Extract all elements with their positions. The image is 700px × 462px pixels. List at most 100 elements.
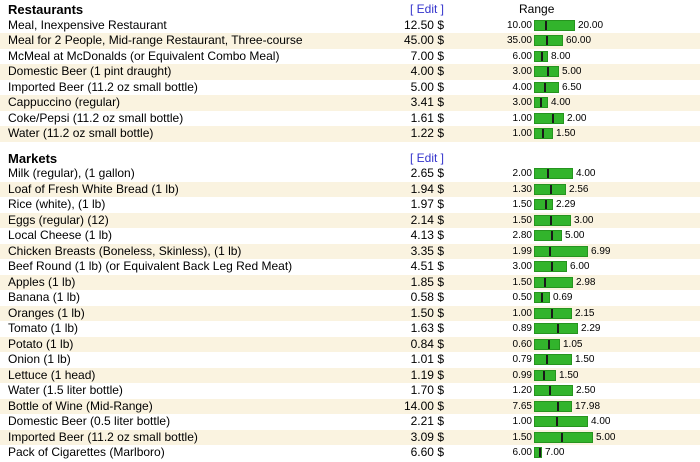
range-min-label: 1.00 [512,416,532,427]
table-row: Bottle of Wine (Mid-Range) 14.00 $ 7.65 17.… [0,398,700,414]
range-cell: 1.50 5.00 [444,430,700,446]
table-row: Coke/Pepsi (11.2 oz small bottle) 1.61 $1… [0,111,700,127]
section-restaurants: Restaurants [ Edit ] Range Meal, Inexpensiv… [0,2,700,142]
item-label: Cappuccino (regular) [8,95,121,109]
item-price: 6.60 $ [410,445,444,459]
range-max-label: 5.00 [596,431,616,443]
range-bar [534,416,588,428]
item-price: 1.85 $ [410,274,444,289]
range-min-label: 3.00 [512,66,532,77]
range-cell: 1.50 3.00 [444,213,700,229]
range-bar [534,354,572,366]
range-min-label: 1.50 [512,199,532,210]
range-cell: 4.00 6.50 [444,80,700,96]
range-bar [534,276,573,288]
range-bar [534,447,542,459]
range-bar [534,97,548,109]
range-bar [534,338,560,350]
item-price: 1.97 $ [410,197,444,211]
item-label: Bottle of Wine (Mid-Range) [8,398,153,413]
item-price: 3.09 $ [410,429,444,444]
item-price: 45.00 $ [403,33,444,47]
range-min-label: 0.50 [512,292,532,303]
range-bar [534,199,553,211]
range-column-header: Range [519,2,555,16]
item-price: 14.00 $ [403,398,444,413]
range-bar [534,369,556,381]
range-min-label: 3.00 [512,97,532,108]
range-min-label: 35.00 [506,35,532,46]
range-bar [534,183,566,195]
range-min-label: 1.30 [512,183,532,195]
table-row: Imported Beer (11.2 oz small bottle) 3.09… [0,429,700,446]
average-marker [544,82,546,92]
item-price: 0.84 $ [410,336,444,351]
average-marker [545,20,547,30]
item-price: 12.50 $ [403,17,444,32]
table-row: Rice (white), (1 lb) 1.97 $ 1.50 2.29 [0,197,700,213]
item-price: 1.19 $ [410,367,444,382]
range-bar [534,400,572,412]
range-max-label: 6.99 [591,245,611,257]
table-row: McMeal at McDonalds (or Equivalent Combo… [0,49,700,65]
table-row: Meal, Inexpensive Restaurant 12.50 $10.00… [0,18,700,34]
range-cell: 1.99 6.99 [444,244,700,260]
range-max-label: 2.29 [581,323,601,334]
section-header-row: Markets [ Edit ] [0,151,700,167]
range-min-label: 0.79 [512,354,532,365]
range-max-label: 1.50 [559,369,579,381]
item-label: Meal for 2 People, Mid-range Restaurant,… [8,33,303,47]
range-cell: 1.50 2.98 [444,275,700,291]
range-max-label: 7.00 [545,447,565,458]
range-min-label: 1.50 [512,431,532,443]
average-marker [561,432,563,442]
table-row: Tomato (1 lb) 1.63 $ 0.89 2.29 [0,321,700,337]
item-label: Apples (1 lb) [8,274,76,289]
average-marker [548,339,550,349]
table-row: Domestic Beer (1 pint draught) 4.00 $3.00… [0,64,700,80]
item-label: Local Cheese (1 lb) [8,228,113,242]
average-marker [557,324,559,334]
table-row: Lettuce (1 head) 1.19 $ 0.99 1.50 [0,367,700,383]
table-row: Imported Beer (11.2 oz small bottle) 5.00… [0,80,700,96]
item-label: Rice (white), (1 lb) [8,197,106,211]
range-min-label: 6.00 [512,447,532,458]
range-max-label: 2.15 [575,307,595,319]
range-max-label: 5.00 [565,230,585,241]
range-max-label: 20.00 [578,19,604,31]
item-price: 5.00 $ [410,79,444,94]
edit-link[interactable]: [ Edit ] [409,2,444,16]
average-marker [550,215,552,225]
average-marker [556,417,558,427]
average-marker [546,355,548,365]
range-cell: 10.00 20.00 [444,18,700,34]
range-cell: 1.30 2.56 [444,182,700,198]
range-cell: 2.80 5.00 [444,228,700,244]
range-bar [534,128,553,140]
range-bar [534,385,573,397]
range-min-label: 1.00 [512,128,532,139]
range-min-label: 0.60 [512,338,532,350]
item-price: 3.41 $ [410,95,444,109]
item-label: Banana (1 lb) [8,290,81,304]
item-label: Coke/Pepsi (11.2 oz small bottle) [8,110,184,125]
table-row: Chicken Breasts (Boneless, Skinless), (1… [0,243,700,260]
item-label: Water (1.5 liter bottle) [8,383,123,397]
range-min-label: 2.80 [512,230,532,241]
average-marker [542,129,544,139]
range-bar [534,112,564,124]
item-price: 2.65 $ [410,166,444,180]
range-bar [534,66,559,78]
edit-link[interactable]: [ Edit ] [409,150,444,165]
item-price: 4.13 $ [410,228,444,242]
range-cell: 3.00 5.00 [444,64,700,80]
range-cell: 2.00 4.00 [444,166,700,182]
average-marker [545,200,547,210]
table-row: Meal for 2 People, Mid-range Restaurant,… [0,33,700,49]
range-cell: 6.00 8.00 [444,49,700,65]
range-cell: 1.20 2.50 [444,383,700,399]
table-row: Potato (1 lb) 0.84 $ 0.60 1.05 [0,336,700,352]
range-min-label: 10.00 [506,19,532,31]
average-marker [552,113,554,123]
